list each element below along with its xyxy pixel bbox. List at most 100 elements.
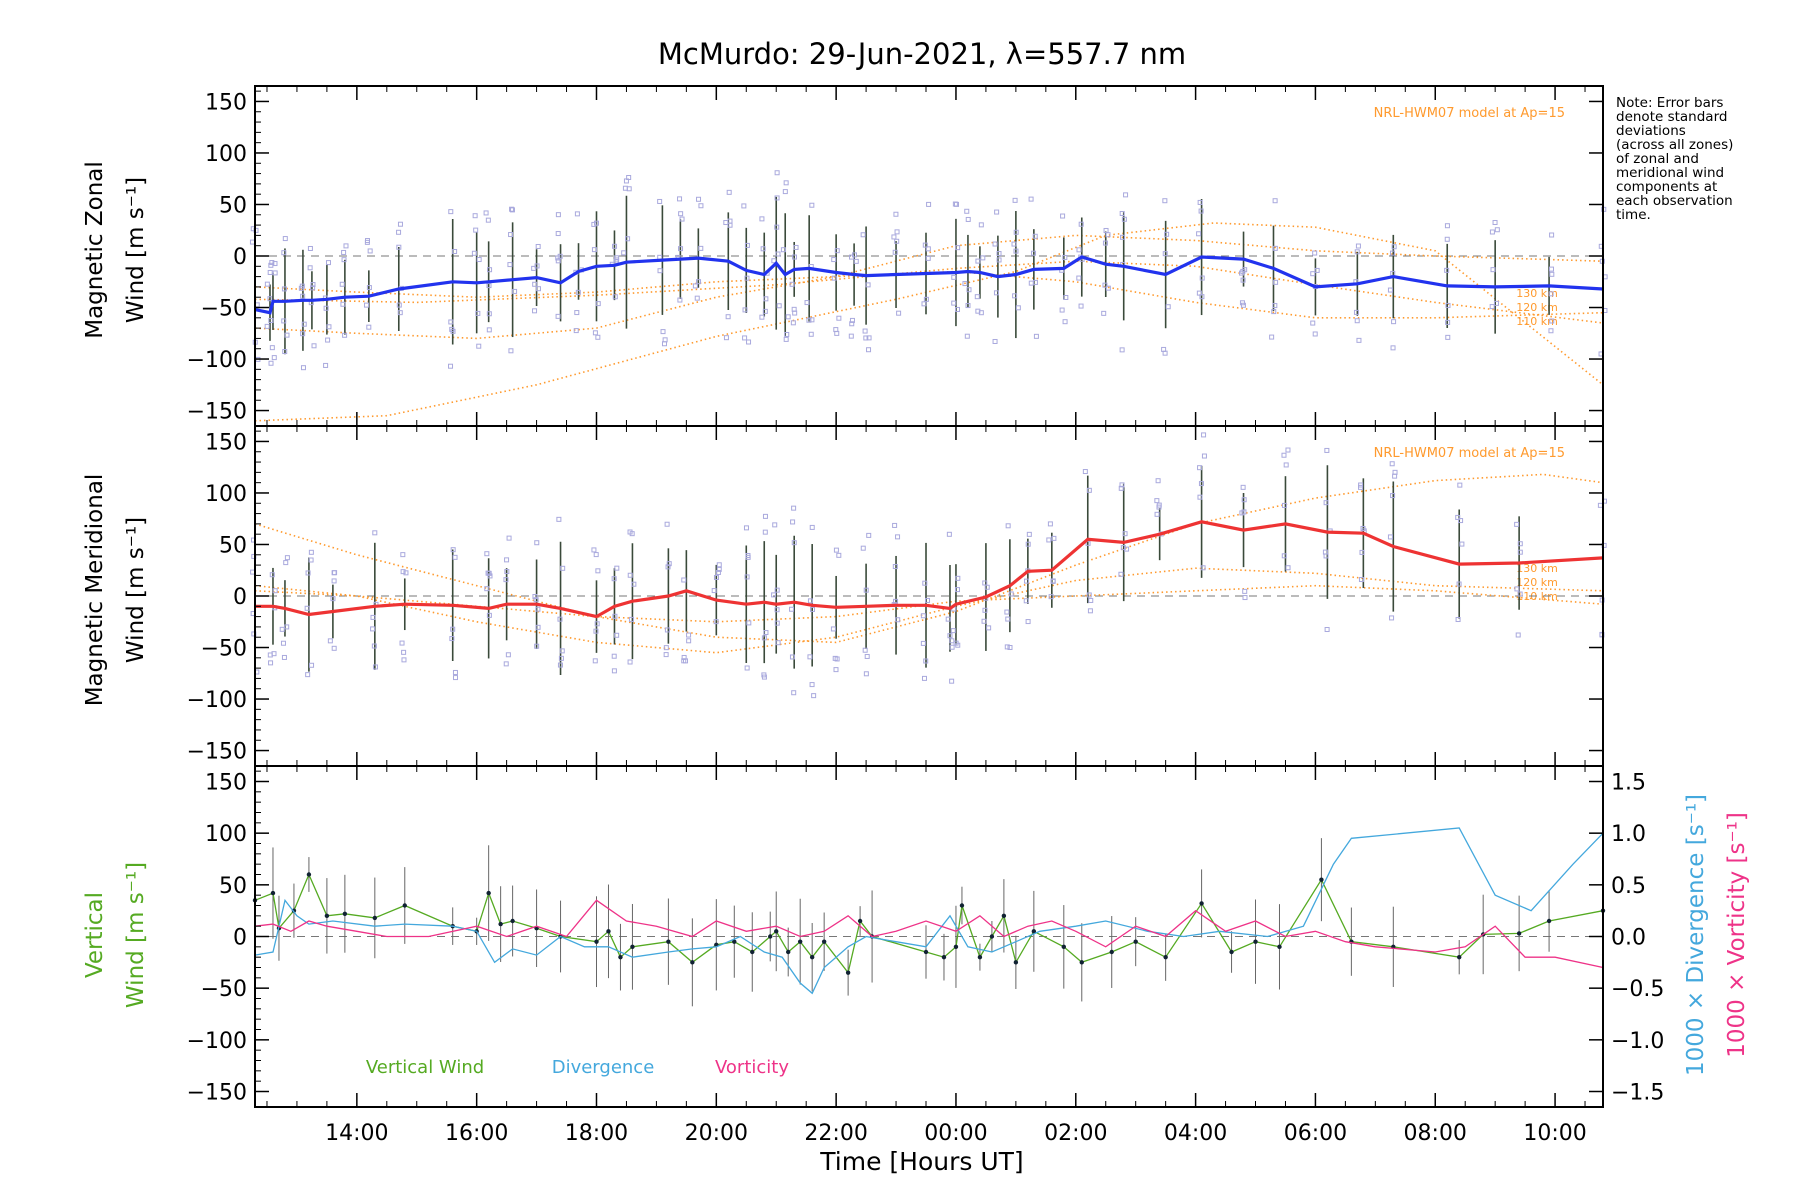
zone-point — [267, 269, 273, 275]
y-tick-label: 150 — [205, 90, 247, 115]
zone-point — [1493, 300, 1499, 306]
zone-point — [1272, 303, 1278, 309]
zone-point — [1324, 627, 1330, 633]
x-tick-label: 08:00 — [1404, 1121, 1467, 1146]
zone-point — [1444, 236, 1450, 242]
x-tick-label: 14:00 — [325, 1121, 388, 1146]
zone-point — [1196, 290, 1202, 296]
zone-point — [716, 566, 722, 572]
zone-point — [558, 655, 564, 661]
figure-title: McMurdo: 29-Jun-2021, λ=557.7 nm — [658, 37, 1186, 71]
zone-point — [863, 587, 869, 593]
zone-point — [954, 201, 960, 207]
zone-point — [400, 569, 406, 575]
zone-point — [789, 281, 795, 287]
zone-point — [677, 297, 683, 303]
zone-point — [1494, 227, 1500, 233]
zone-point — [683, 658, 689, 664]
zone-point — [506, 535, 512, 541]
model-curve-130km — [254, 222, 1604, 422]
zone-point — [304, 605, 310, 611]
zone-point — [1197, 465, 1203, 471]
zone-point — [1354, 318, 1360, 324]
x-tick-label: 18:00 — [565, 1121, 628, 1146]
zone-point — [894, 229, 900, 235]
zone-point — [593, 552, 599, 558]
zone-point — [1102, 282, 1108, 288]
zone-point — [698, 245, 704, 251]
zone-point — [396, 229, 402, 235]
zone-point — [974, 294, 980, 300]
zone-point — [851, 252, 857, 258]
zone-point — [762, 529, 768, 535]
zone-point — [331, 578, 337, 584]
zone-point — [1005, 616, 1011, 622]
zone-point — [1285, 565, 1291, 571]
zone-point — [1162, 251, 1168, 257]
zone-point — [833, 667, 839, 673]
zone-point — [1358, 482, 1364, 488]
zone-point — [746, 339, 752, 345]
zone-point — [1514, 521, 1520, 527]
note-line: meridional wind — [1616, 165, 1724, 181]
meridional-panel: Magnetic Meridional Wind [m s⁻¹] NRL-HWM… — [82, 446, 1565, 706]
zone-point — [504, 569, 510, 575]
zone-point — [771, 592, 777, 598]
zone-point — [996, 257, 1002, 263]
vertical-wind-point — [486, 890, 491, 896]
zone-point — [866, 335, 872, 341]
zone-point — [865, 282, 871, 288]
zone-point — [776, 303, 782, 309]
vertical-wind-point — [953, 944, 959, 950]
model-curve-130km — [254, 473, 1604, 644]
zone-point — [323, 362, 329, 368]
zone-point — [1007, 645, 1013, 651]
zone-point — [774, 224, 780, 230]
zone-point — [1389, 250, 1395, 256]
zone-point — [744, 574, 750, 580]
zone-point — [993, 290, 999, 296]
zone-point — [982, 580, 988, 586]
zone-point — [300, 331, 306, 337]
vertical-wind-point — [324, 913, 330, 919]
zone-point — [716, 562, 722, 568]
zone-point — [311, 343, 317, 349]
zone-point — [849, 321, 855, 327]
vertical-wind-point — [1277, 944, 1282, 950]
vertical-wind-point — [959, 903, 965, 908]
zone-point — [1011, 241, 1017, 247]
zone-point — [452, 248, 458, 254]
zone-point — [980, 255, 986, 261]
zone-point — [742, 335, 748, 341]
zone-point — [1549, 232, 1555, 238]
zonal-wind-line — [254, 255, 1604, 315]
vertical-wind-point — [786, 949, 791, 955]
zone-point — [472, 213, 478, 219]
meridional-model-label: NRL-HWM07 model at Ap=15 — [1374, 446, 1565, 461]
zone-point — [862, 328, 868, 334]
zone-point — [555, 231, 561, 237]
zone-point — [772, 522, 778, 528]
y-tick-label: 150 — [205, 771, 247, 796]
zone-point — [1489, 229, 1495, 235]
zone-point — [1310, 320, 1316, 326]
zone-point — [1390, 345, 1396, 351]
note-line: each observation — [1616, 193, 1733, 209]
zone-point — [1389, 461, 1395, 467]
y-tick-label: −50 — [201, 297, 247, 322]
zone-point — [1389, 615, 1395, 621]
legend-vertical-wind: Vertical Wind — [366, 1057, 484, 1078]
zone-point — [1004, 644, 1010, 650]
zone-point — [367, 248, 373, 254]
zone-point — [743, 525, 749, 531]
zone-point — [783, 336, 789, 342]
zone-point — [283, 560, 289, 566]
zone-point — [791, 690, 797, 696]
zone-point — [947, 633, 953, 639]
zone-point — [1162, 198, 1168, 204]
y-tick-label: 0 — [233, 245, 247, 270]
zone-point — [863, 671, 869, 677]
y-tick-label: 100 — [205, 822, 247, 847]
zone-point — [832, 655, 838, 661]
zone-point — [1060, 213, 1066, 219]
